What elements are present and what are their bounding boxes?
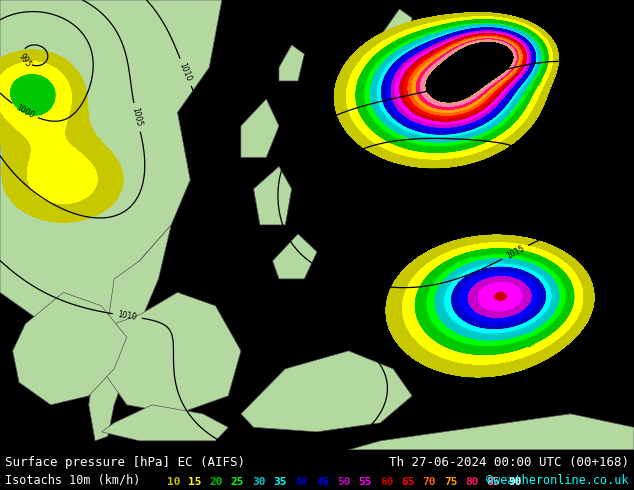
Text: 65: 65 <box>401 477 415 487</box>
Text: 20: 20 <box>535 76 545 87</box>
Text: 1010: 1010 <box>117 310 138 322</box>
Text: 10: 10 <box>167 477 180 487</box>
Polygon shape <box>380 9 412 54</box>
Text: ©weatheronline.co.uk: ©weatheronline.co.uk <box>486 474 629 487</box>
Text: 45: 45 <box>316 477 330 487</box>
Polygon shape <box>279 45 304 81</box>
Text: 1020: 1020 <box>401 168 422 180</box>
Text: 30: 30 <box>423 32 433 41</box>
Polygon shape <box>241 99 279 157</box>
Text: Th 27-06-2024 00:00 UTC (00+168): Th 27-06-2024 00:00 UTC (00+168) <box>389 456 629 469</box>
Text: 90: 90 <box>508 477 522 487</box>
Text: Isotachs 10m (km/h): Isotachs 10m (km/h) <box>5 474 141 487</box>
Text: 1000: 1000 <box>14 102 36 120</box>
Text: 25: 25 <box>231 477 244 487</box>
Text: 60: 60 <box>380 477 394 487</box>
Polygon shape <box>0 0 222 337</box>
Text: Surface pressure [hPa] EC (AIFS): Surface pressure [hPa] EC (AIFS) <box>5 456 245 469</box>
Text: 20: 20 <box>11 102 22 112</box>
Polygon shape <box>101 405 228 441</box>
Text: 75: 75 <box>444 477 458 487</box>
Polygon shape <box>273 234 317 279</box>
Text: 80: 80 <box>465 477 479 487</box>
Text: 1015: 1015 <box>505 244 526 261</box>
Polygon shape <box>254 167 292 225</box>
Text: 25: 25 <box>458 256 469 265</box>
Text: 1010: 1010 <box>178 62 193 83</box>
Text: 35: 35 <box>273 477 287 487</box>
Polygon shape <box>241 351 412 432</box>
Text: 55: 55 <box>359 477 372 487</box>
Text: 30: 30 <box>252 477 266 487</box>
Text: 50: 50 <box>337 477 351 487</box>
Text: 995: 995 <box>17 51 33 69</box>
Polygon shape <box>349 414 634 450</box>
Text: 1005: 1005 <box>131 107 143 128</box>
Text: 40: 40 <box>295 477 308 487</box>
Text: 70: 70 <box>423 477 436 487</box>
Text: 25: 25 <box>523 88 533 98</box>
Text: 15: 15 <box>188 477 202 487</box>
Text: 30: 30 <box>525 326 536 336</box>
Text: 20: 20 <box>209 477 223 487</box>
Polygon shape <box>13 293 127 405</box>
Polygon shape <box>101 293 241 414</box>
Text: 1018: 1018 <box>498 176 517 197</box>
Text: 85: 85 <box>487 477 500 487</box>
Text: 20: 20 <box>527 340 538 349</box>
Polygon shape <box>89 225 171 441</box>
